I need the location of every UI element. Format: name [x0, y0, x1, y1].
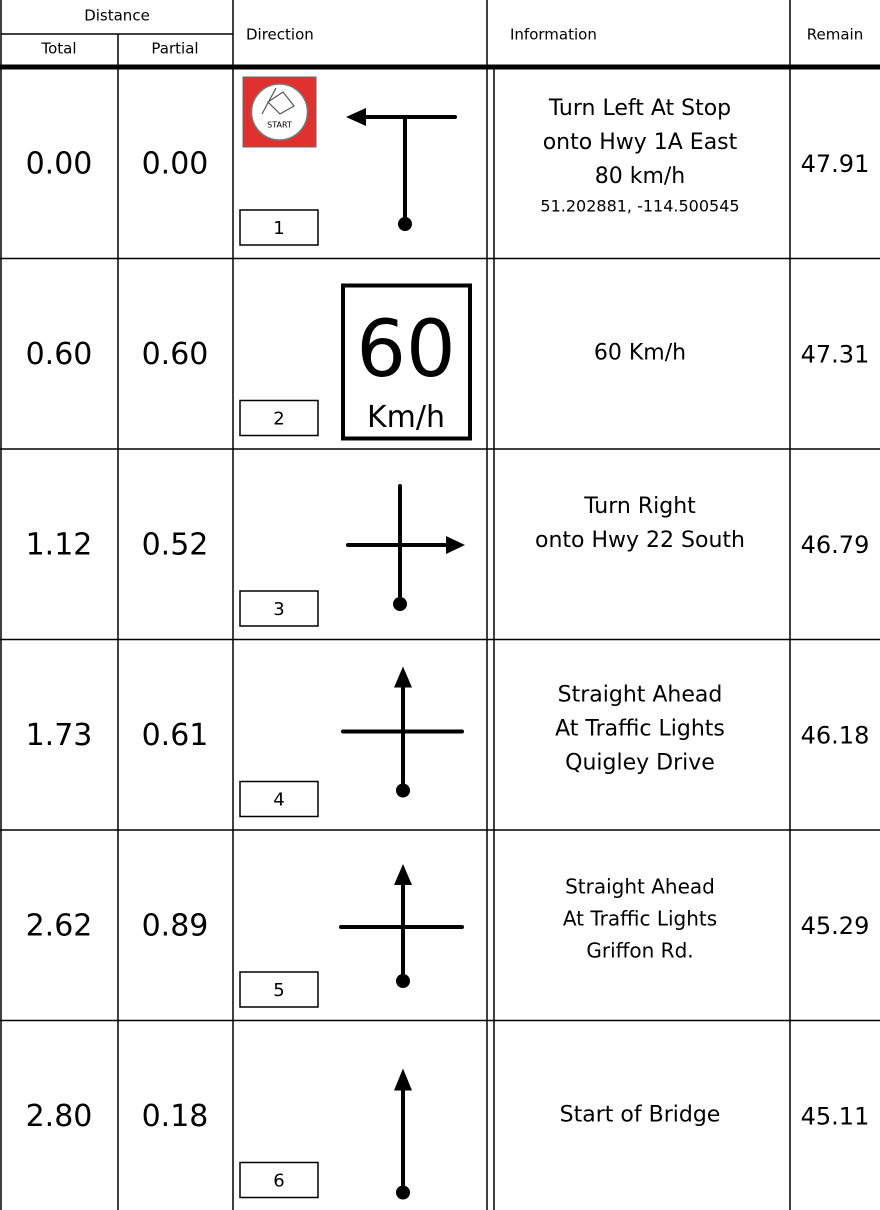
origin-dot: [396, 974, 410, 988]
badge-text: START: [267, 121, 292, 130]
header: Direction: [246, 26, 314, 44]
sign-unit: Km/h: [367, 400, 445, 435]
header: Remain: [807, 26, 863, 44]
speed-sign: [341, 283, 472, 441]
step-number: 6: [273, 1171, 284, 1192]
partial: 0.18: [142, 1099, 209, 1134]
remain: 46.18: [801, 722, 870, 750]
step-box: [239, 399, 319, 437]
start-circle: [250, 83, 309, 141]
step-box: [239, 209, 319, 246]
info-line: Griffon Rd.: [586, 939, 693, 963]
header: Total: [40, 40, 76, 58]
arrow-head: [346, 108, 366, 126]
origin-dot: [393, 597, 407, 611]
info-line: Turn Right: [583, 494, 696, 519]
info-line: At Traffic Lights: [563, 907, 717, 931]
info-line: At Traffic Lights: [555, 717, 725, 742]
arrow-head: [446, 536, 465, 554]
total: 0.60: [26, 337, 93, 372]
remain: 45.11: [801, 1103, 870, 1131]
info-line: Straight Ahead: [565, 875, 715, 899]
origin-dot: [396, 783, 410, 798]
info-line: Quigley Drive: [565, 751, 715, 776]
header: Information: [510, 26, 597, 44]
header: Distance: [84, 7, 150, 25]
sign-speed: 60: [356, 305, 455, 395]
info-line: onto Hwy 22 South: [535, 528, 745, 553]
info-line: onto Hwy 1A East: [543, 130, 738, 155]
step-number: 2: [273, 409, 284, 430]
arrow-head: [394, 864, 412, 885]
origin-dot: [398, 217, 412, 231]
remain: 45.29: [801, 912, 870, 940]
info-line: Turn Left At Stop: [548, 96, 731, 121]
total: 2.80: [26, 1099, 93, 1134]
remain: 47.91: [801, 150, 870, 178]
step-number: 3: [273, 599, 284, 620]
info-line: 80 km/h: [595, 164, 686, 189]
partial: 0.00: [142, 147, 209, 182]
origin-dot: [396, 1185, 410, 1200]
step-box: [239, 780, 319, 818]
info-line: Straight Ahead: [558, 683, 723, 708]
step-number: 1: [273, 218, 284, 239]
info-line: 60 Km/h: [594, 341, 686, 366]
total: 0.00: [26, 147, 93, 182]
arrow-head: [394, 666, 412, 688]
remain: 46.79: [801, 531, 870, 559]
remain: 47.31: [801, 341, 870, 369]
total: 1.12: [26, 528, 93, 563]
step-box: [239, 590, 319, 627]
arrow-head: [394, 1068, 412, 1091]
partial: 0.52: [142, 528, 209, 563]
total: 2.62: [26, 909, 93, 944]
header: Partial: [151, 40, 198, 58]
step-number: 5: [273, 980, 284, 1001]
flag: [261, 87, 295, 115]
coordinates: 51.202881, -114.500545: [540, 197, 739, 216]
partial: 0.89: [142, 909, 209, 944]
partial: 0.60: [142, 337, 209, 372]
partial: 0.61: [142, 718, 209, 753]
step-box: [239, 971, 319, 1008]
step-number: 4: [273, 790, 284, 811]
step-box: [239, 1161, 319, 1199]
info-line: Start of Bridge: [560, 1103, 721, 1128]
total: 1.73: [26, 718, 93, 753]
